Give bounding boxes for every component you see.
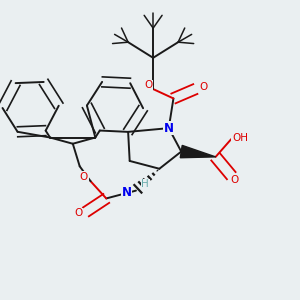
- Text: O: O: [199, 82, 207, 92]
- Polygon shape: [180, 146, 216, 158]
- Text: N: N: [122, 186, 132, 199]
- Text: O: O: [74, 208, 82, 218]
- Text: OH: OH: [232, 134, 248, 143]
- Text: O: O: [144, 80, 153, 90]
- Text: O: O: [230, 175, 238, 185]
- Text: N: N: [164, 122, 174, 135]
- Text: O: O: [80, 172, 88, 182]
- Text: H: H: [141, 179, 149, 189]
